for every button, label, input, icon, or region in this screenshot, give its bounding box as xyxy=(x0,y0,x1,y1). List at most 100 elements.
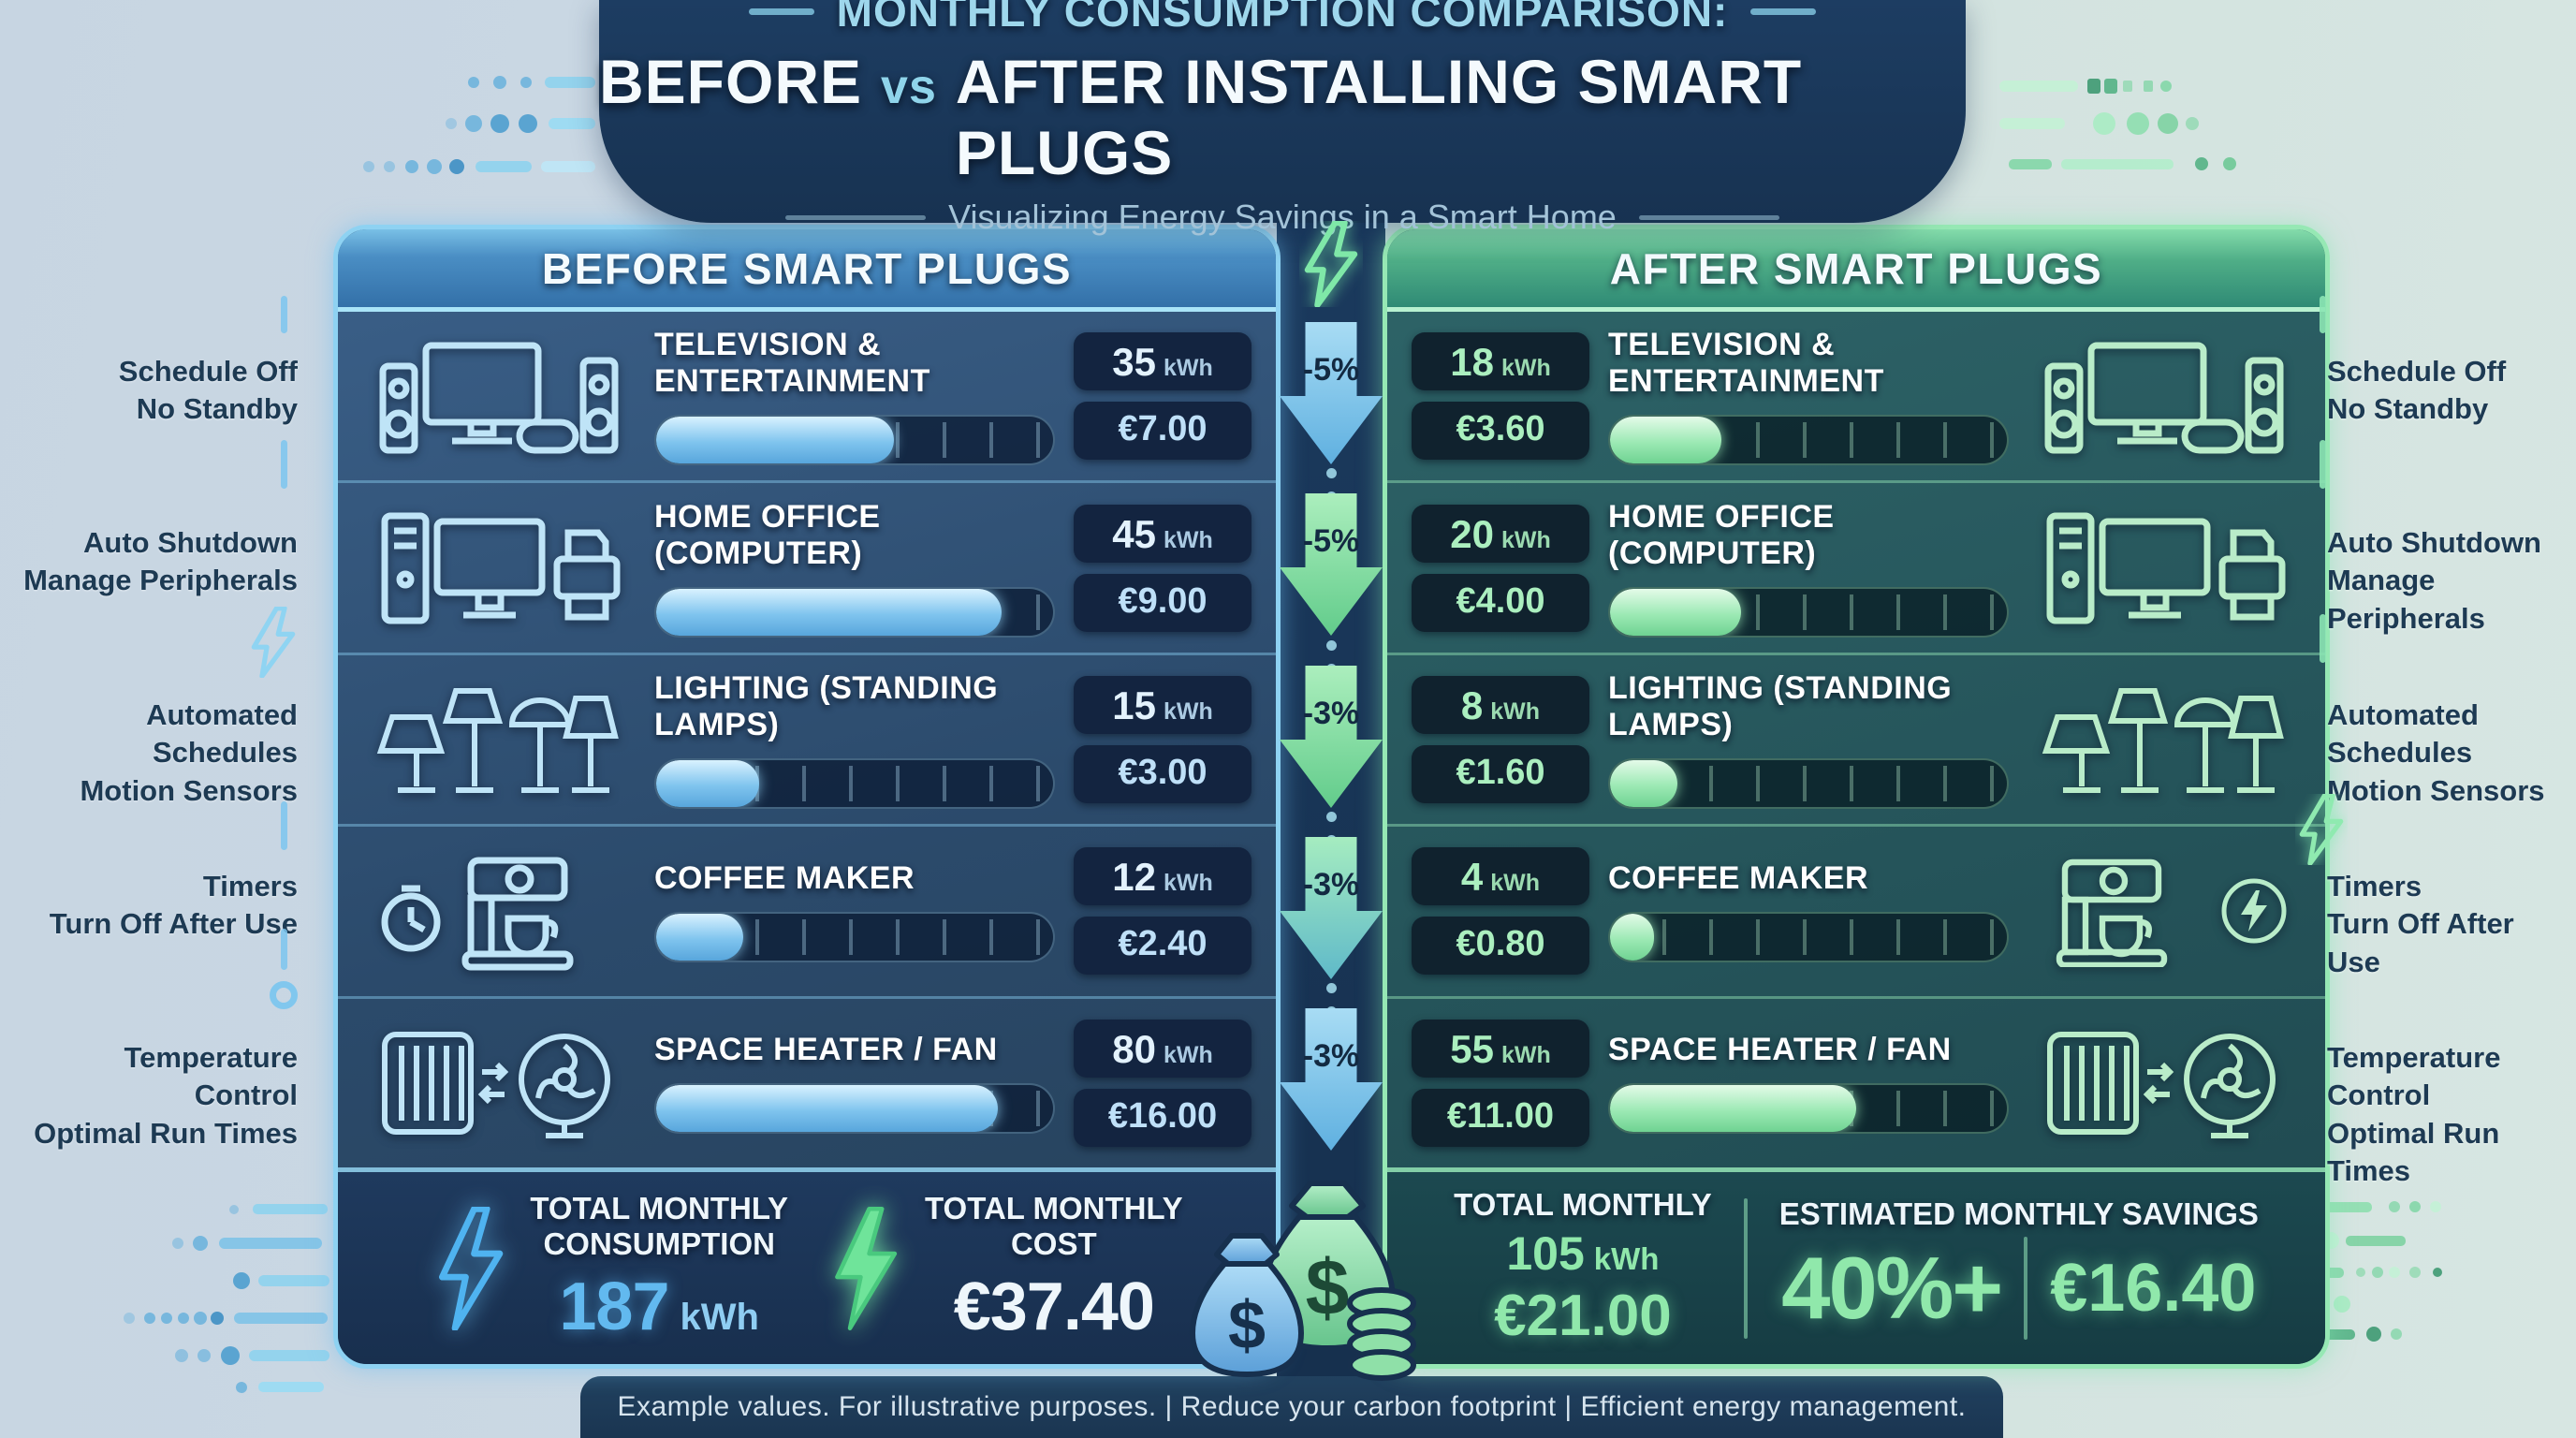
consumption-bar xyxy=(1608,1083,2009,1135)
consumption-bar xyxy=(654,758,1055,810)
title-dash-left xyxy=(748,7,814,15)
cost-badge: €7.00 xyxy=(1074,402,1251,461)
left-connector-dash xyxy=(281,440,287,489)
bar-fill xyxy=(1610,417,1721,464)
consumption-bar xyxy=(1608,911,2009,962)
cost-badge: €3.00 xyxy=(1074,745,1251,804)
cost-badge: €0.80 xyxy=(1412,917,1589,976)
tv-entertainment-icon xyxy=(362,336,636,456)
consumption-bar xyxy=(654,1083,1055,1135)
row-label: COFFEE MAKER xyxy=(654,859,915,896)
coffee-maker-icon xyxy=(2027,855,2301,968)
note-automated-schedules-left: Automated Schedules Motion Sensors xyxy=(80,698,298,807)
bar-fill xyxy=(656,760,760,808)
consumption-bar xyxy=(654,415,1055,466)
note-auto-shutdown-left: Auto Shutdown Manage Peripherals xyxy=(23,526,298,597)
reduction-arrow-lighting: -3% xyxy=(1280,666,1383,808)
before-totals: TOTAL MONTHLY CONSUMPTION 187 kWh TOTAL MO… xyxy=(338,1167,1276,1364)
reduction-arrow-tv: -5% xyxy=(1280,322,1383,464)
note-schedule-off-right: Schedule Off No Standby xyxy=(2327,355,2507,426)
row-tv-before: TELEVISION & ENTERTAINMENT 35 kWh €7.00 xyxy=(338,312,1276,480)
consumption-bar xyxy=(1608,415,2009,466)
lamps-icon xyxy=(362,680,636,800)
row-heater-before: SPACE HEATER / FAN 80 kWh €16.00 xyxy=(338,995,1276,1167)
lamps-icon xyxy=(2027,680,2301,800)
savings-label: ESTIMATED MONTHLY SAVINGS xyxy=(1778,1196,2259,1231)
note-temperature-right: Temperature Control Optimal Run Times xyxy=(2327,1041,2501,1187)
bar-fill xyxy=(656,1085,998,1133)
cost-badge: €16.00 xyxy=(1074,1088,1251,1147)
left-connector-dash xyxy=(281,296,287,333)
heater-fan-icon xyxy=(2027,1023,2301,1143)
kwh-badge: 45 kWh xyxy=(1074,504,1251,563)
title-before: BEFORE xyxy=(599,47,863,116)
row-label: TELEVISION & ENTERTAINMENT xyxy=(1608,327,1884,400)
note-schedule-off-left: Schedule Off No Standby xyxy=(118,355,298,426)
page-subtitle: Visualizing Energy Savings in a Smart Ho… xyxy=(948,198,1617,236)
bar-fill xyxy=(1610,760,1678,808)
bar-fill xyxy=(1610,588,1741,636)
cost-badge: €4.00 xyxy=(1412,573,1589,632)
left-side-bolt-icon xyxy=(251,607,296,678)
note-temperature-left: Temperature Control Optimal Run Times xyxy=(34,1041,298,1150)
right-side-bolt-icon xyxy=(2299,794,2344,865)
subtitle-line-left xyxy=(785,214,927,220)
consumption-bar xyxy=(1608,758,2009,810)
panel-before-header: BEFORE SMART PLUGS xyxy=(338,229,1276,312)
row-label: LIGHTING (STANDING LAMPS) xyxy=(1608,670,1953,743)
row-label: SPACE HEATER / FAN xyxy=(654,1032,998,1068)
cost-badge: €1.60 xyxy=(1412,745,1589,804)
row-lighting-after: 8 kWh €1.60 LIGHTING (STANDING LAMPS) xyxy=(1387,652,2325,824)
totals-divider xyxy=(1743,1197,1748,1339)
row-label: HOME OFFICE (COMPUTER) xyxy=(654,498,881,571)
kwh-badge: 80 kWh xyxy=(1074,1019,1251,1078)
cost-badge: €9.00 xyxy=(1074,573,1251,632)
svg-text:$: $ xyxy=(1228,1288,1266,1363)
left-connector-dash xyxy=(281,801,287,850)
right-connector-dash xyxy=(2320,614,2326,663)
home-office-icon xyxy=(2027,508,2301,628)
cost-badge: €11.00 xyxy=(1412,1088,1589,1147)
note-timers-left: Timers Turn Off After Use xyxy=(49,870,298,941)
total-cost-group: TOTAL MONTHLY COST €37.40 xyxy=(826,1191,1183,1346)
row-label: HOME OFFICE (COMPUTER) xyxy=(1608,498,1835,571)
heater-fan-icon xyxy=(362,1023,636,1143)
money-bags-icon: $ $ xyxy=(1190,1181,1416,1381)
after-total-kwh: 105 kWh xyxy=(1506,1226,1660,1280)
row-coffee-after: 4 kWh €0.80 COFFEE MAKER xyxy=(1387,824,2325,995)
panel-before: BEFORE SMART PLUGS TELEVISION & ENTERTAI… xyxy=(333,225,1281,1369)
right-connector-dash xyxy=(2320,296,2326,333)
after-total-group: TOTAL MONTHLY 105 kWh €21.00 xyxy=(1454,1187,1712,1349)
total-consumption-value: 187 xyxy=(559,1269,669,1345)
after-total-cost: €21.00 xyxy=(1494,1283,1672,1348)
row-office-before: HOME OFFICE (COMPUTER) 45 kWh €9.00 xyxy=(338,480,1276,652)
green-bolt-icon xyxy=(835,1206,898,1330)
kwh-badge: 55 kWh xyxy=(1412,1019,1589,1078)
bar-fill xyxy=(656,417,895,464)
title-banner: MONTHLY CONSUMPTION COMPARISON: BEFORE v… xyxy=(599,0,1966,236)
row-label: SPACE HEATER / FAN xyxy=(1608,1032,1952,1068)
row-office-after: 20 kWh €4.00 HOME OFFICE (COMPUTER) xyxy=(1387,480,2325,652)
savings-divider xyxy=(2024,1237,2028,1341)
consumption-bar xyxy=(654,911,1055,962)
home-office-icon xyxy=(362,508,636,628)
title-dash-right xyxy=(1750,7,1817,15)
right-connector-dash xyxy=(2320,440,2326,489)
title-vs: vs xyxy=(881,60,937,114)
kwh-badge: 20 kWh xyxy=(1412,504,1589,563)
bar-fill xyxy=(1610,913,1654,961)
kwh-badge: 8 kWh xyxy=(1412,676,1589,735)
kwh-badge: 18 kWh xyxy=(1412,332,1589,391)
after-total-label: TOTAL MONTHLY xyxy=(1454,1187,1712,1223)
bar-fill xyxy=(656,913,744,961)
blue-bolt-icon xyxy=(439,1206,504,1330)
left-connector-dash xyxy=(281,929,287,970)
panel-after: AFTER SMART PLUGS 18 kWh €3.60 TELEVISION… xyxy=(1383,225,2330,1369)
consumption-bar xyxy=(1608,586,2009,638)
decor-dots-bottom-left xyxy=(124,1204,329,1393)
row-coffee-before: COFFEE MAKER 12 kWh €2.40 xyxy=(338,824,1276,995)
savings-amount: €16.40 xyxy=(2050,1251,2257,1327)
consumption-bar xyxy=(654,586,1055,638)
title-after: AFTER INSTALLING SMART PLUGS xyxy=(955,47,1803,187)
kwh-badge: 12 kWh xyxy=(1074,847,1251,906)
